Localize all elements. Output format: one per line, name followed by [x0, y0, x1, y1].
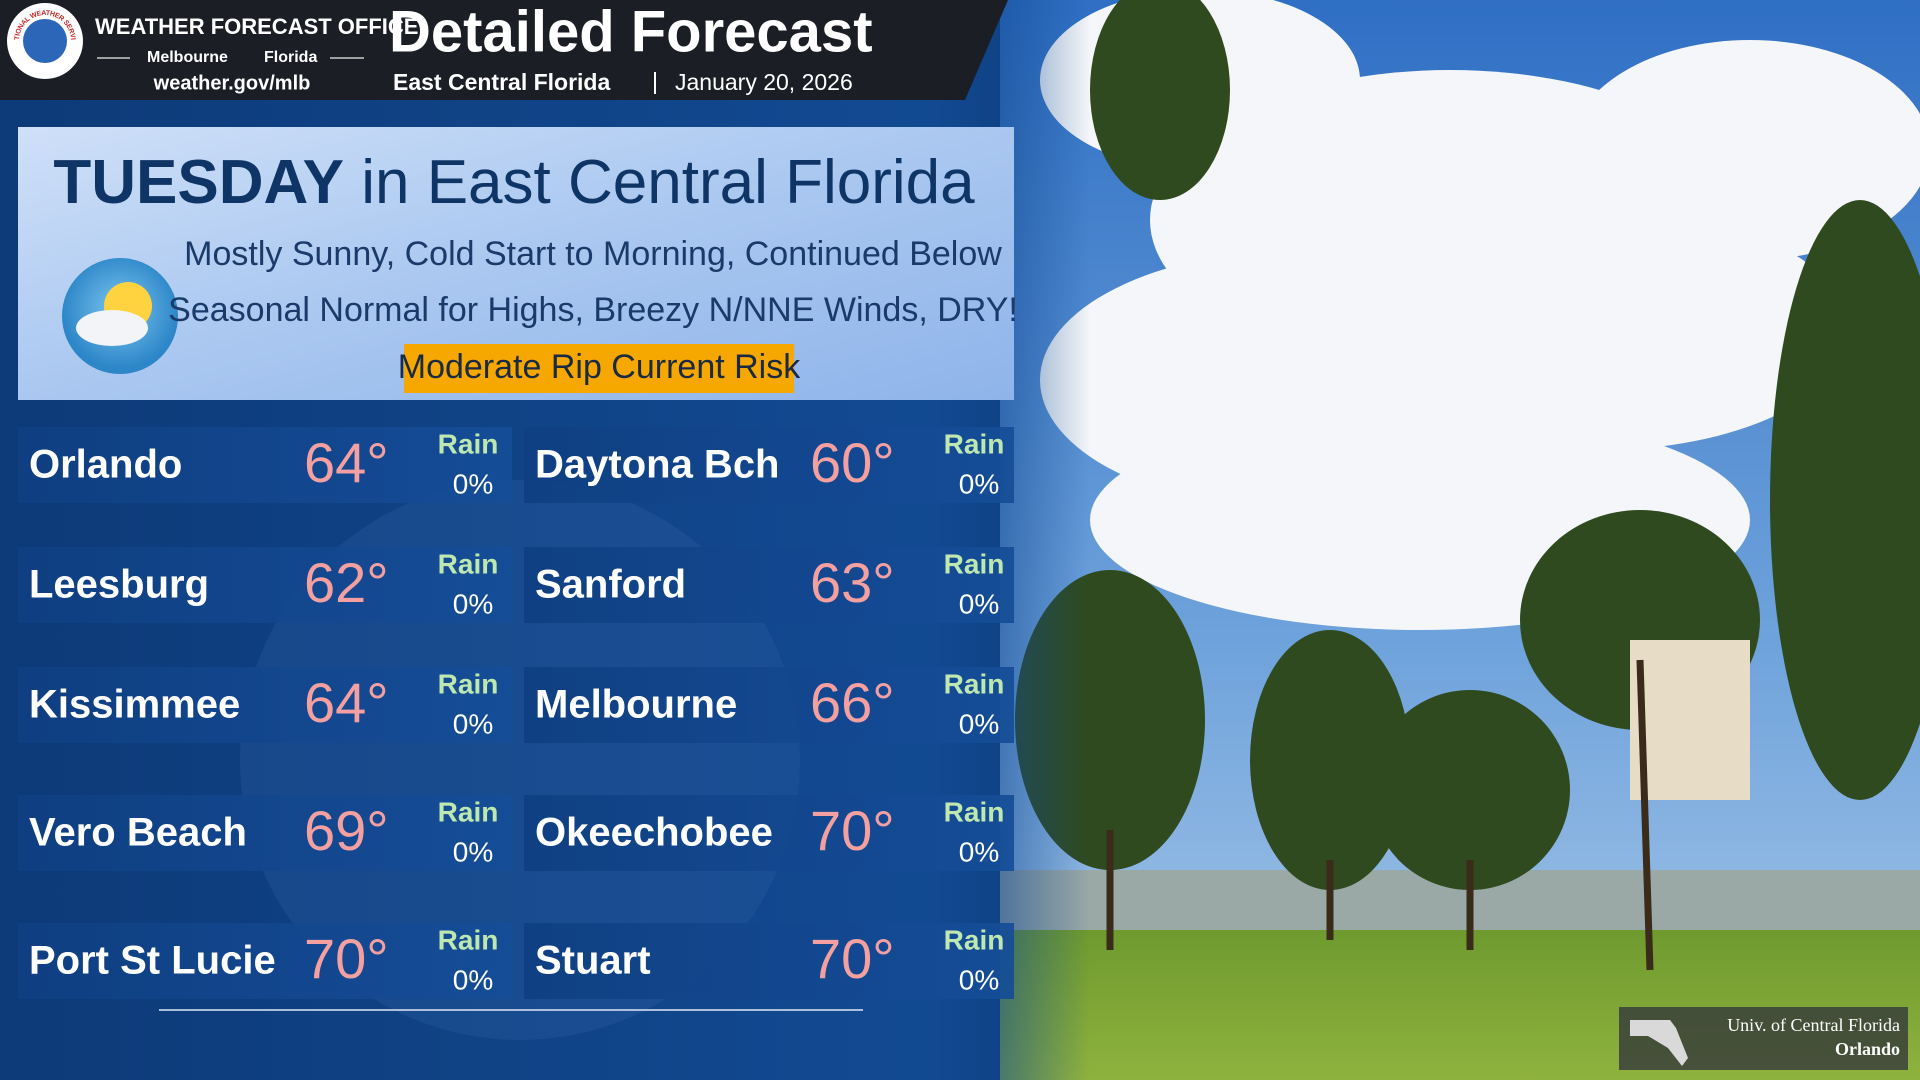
- day: TUESDAY: [53, 148, 344, 217]
- office-city: Melbourne: [147, 49, 228, 66]
- rain-label: Rain: [944, 668, 1005, 699]
- florida-icon: [1630, 1020, 1688, 1066]
- city-name: Kissimmee: [29, 683, 240, 727]
- city-cell: [18, 667, 512, 743]
- banner-heading: TUESDAY in East Central Florida: [53, 148, 975, 217]
- rain-label: Rain: [438, 668, 499, 699]
- rain-label: Rain: [944, 428, 1005, 459]
- rain-chance: 0%: [959, 836, 999, 867]
- rain-chance: 0%: [453, 708, 493, 739]
- city-cell: [524, 667, 1014, 743]
- city-temp: 64°: [304, 671, 389, 734]
- rain-label: Rain: [944, 548, 1005, 579]
- city-name: Leesburg: [29, 563, 209, 607]
- city-name: Melbourne: [535, 683, 737, 727]
- rain-label: Rain: [944, 924, 1005, 955]
- city-cell: [18, 795, 512, 871]
- title: Detailed Forecast: [389, 0, 873, 64]
- cloud: [76, 310, 148, 346]
- summary: Mostly Sunny, Cold Start to Morning, Con…: [184, 235, 1002, 273]
- city-cell: [18, 547, 512, 623]
- rain-label: Rain: [438, 924, 499, 955]
- rain-chance: 0%: [959, 708, 999, 739]
- city-name: Stuart: [535, 939, 651, 983]
- rain-chance: 0%: [959, 964, 999, 995]
- city-temp: 70°: [810, 927, 895, 990]
- city-cell: [524, 427, 1014, 503]
- city-temp: 63°: [810, 551, 895, 614]
- office-url: weather.gov/mlb: [153, 72, 311, 94]
- city-cell: [18, 427, 512, 503]
- city-cell: [524, 547, 1014, 623]
- city-name: Okeechobee: [535, 811, 773, 855]
- region: East Central Florida: [393, 69, 610, 95]
- rain-label: Rain: [438, 548, 499, 579]
- city-temp: 66°: [810, 671, 895, 734]
- city-name: Orlando: [29, 443, 182, 487]
- credit: Orlando: [1835, 1039, 1900, 1059]
- office-state: Florida: [264, 49, 317, 66]
- city-temp: 70°: [810, 799, 895, 862]
- city-cell: [524, 795, 1014, 871]
- date: January 20, 2026: [675, 69, 853, 95]
- rain-chance: 0%: [453, 468, 493, 499]
- city-name: Port St Lucie: [29, 939, 276, 983]
- city-temp: 64°: [304, 431, 389, 494]
- city-grid: Orlando 64° Rain 0% Daytona Bch 60° Rain 0% Lees…: [18, 427, 1014, 999]
- city-cell: [524, 923, 1014, 999]
- header-bar: [0, 0, 1008, 100]
- city-name: Vero Beach: [29, 811, 247, 855]
- rain-chance: 0%: [453, 836, 493, 867]
- credit: Univ. of Central Florida: [1727, 1015, 1900, 1035]
- photo: [1000, 0, 1920, 1080]
- rain-label: Rain: [438, 428, 499, 459]
- city-temp: 60°: [810, 431, 895, 494]
- city-name: Sanford: [535, 563, 686, 607]
- logo-inner: [23, 19, 67, 63]
- risk: Moderate Rip Current Risk: [398, 348, 801, 386]
- rain-label: Rain: [944, 796, 1005, 827]
- summary: Seasonal Normal for Highs, Breezy N/NNE …: [168, 291, 1018, 329]
- office: WEATHER FORECAST OFFICE: [95, 14, 418, 39]
- rain-chance: 0%: [453, 964, 493, 995]
- rain-label: Rain: [438, 796, 499, 827]
- city-temp: 69°: [304, 799, 389, 862]
- city-temp: 70°: [304, 927, 389, 990]
- city-name: Daytona Bch: [535, 443, 780, 487]
- rain-chance: 0%: [959, 588, 999, 619]
- rain-chance: 0%: [959, 468, 999, 499]
- city-cell: [18, 923, 512, 999]
- rain-chance: 0%: [453, 588, 493, 619]
- day-rest: in East Central Florida: [361, 148, 975, 217]
- risk-box: [404, 344, 794, 393]
- city-temp: 62°: [304, 551, 389, 614]
